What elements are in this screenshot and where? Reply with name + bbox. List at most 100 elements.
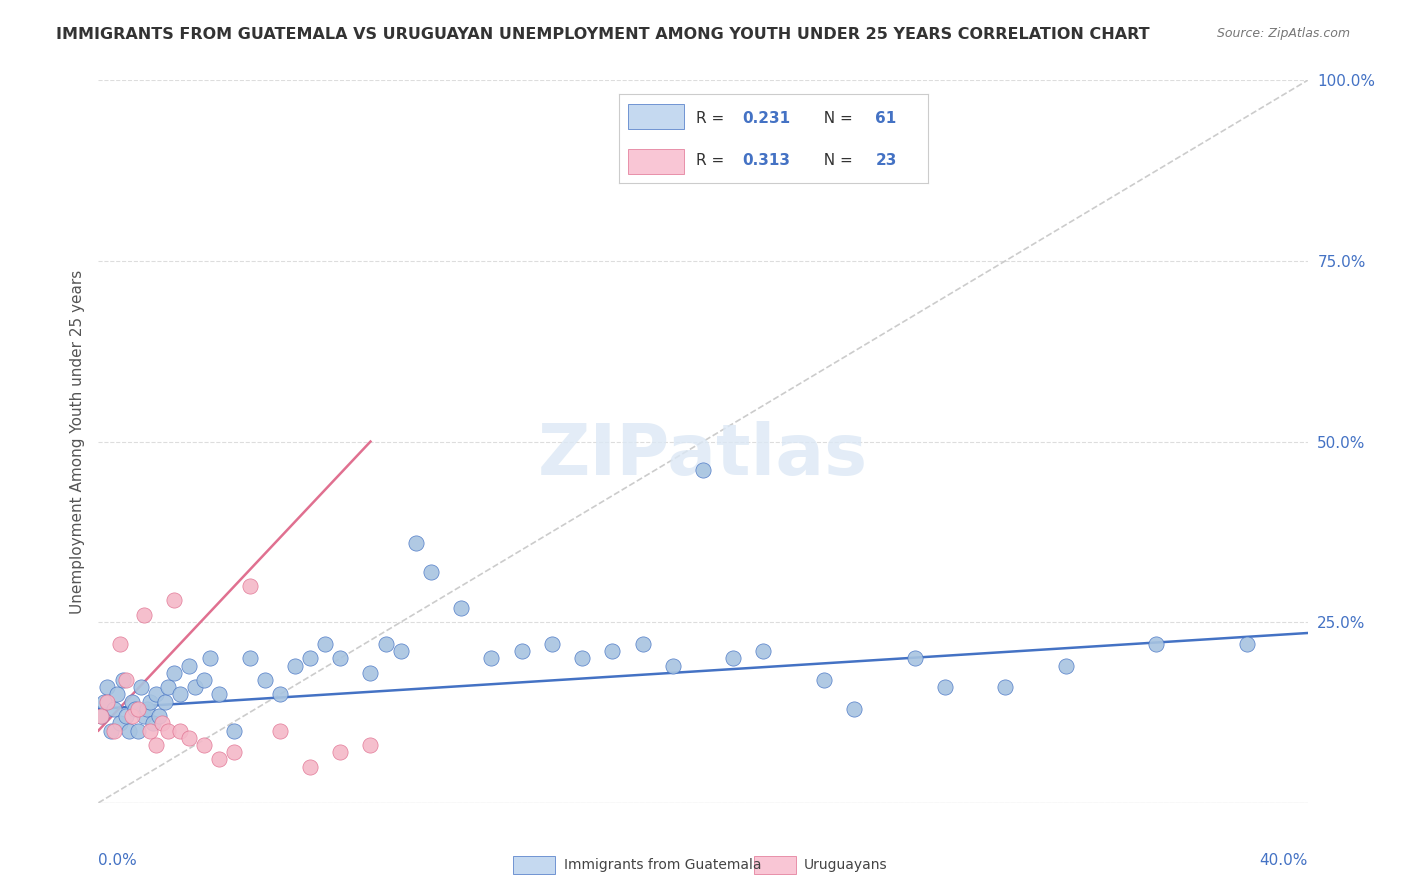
Point xyxy=(752,644,775,658)
Point xyxy=(360,738,382,752)
Point xyxy=(103,723,125,738)
Point xyxy=(103,702,125,716)
Point xyxy=(145,738,167,752)
Point xyxy=(813,673,835,687)
Point xyxy=(108,716,131,731)
Point xyxy=(420,565,443,579)
Point xyxy=(360,665,382,680)
Point xyxy=(571,651,593,665)
Point xyxy=(540,637,562,651)
Point xyxy=(142,716,165,731)
Point xyxy=(934,680,956,694)
Point xyxy=(661,658,683,673)
Point xyxy=(602,644,624,658)
Point xyxy=(90,709,112,723)
Point xyxy=(329,745,352,759)
Point xyxy=(96,695,118,709)
Point xyxy=(135,702,157,716)
Point xyxy=(163,665,186,680)
Point xyxy=(314,637,336,651)
Point xyxy=(114,709,136,723)
Point xyxy=(145,687,167,701)
Point xyxy=(224,723,246,738)
Point xyxy=(179,731,201,745)
Point xyxy=(253,673,276,687)
Point xyxy=(224,745,246,759)
Point xyxy=(1054,658,1077,673)
Point xyxy=(124,702,146,716)
Point xyxy=(129,680,152,694)
Point xyxy=(1236,637,1258,651)
Point xyxy=(200,651,222,665)
Point xyxy=(844,702,866,716)
Text: 0.0%: 0.0% xyxy=(98,854,138,869)
Point xyxy=(329,651,352,665)
Text: N =: N = xyxy=(814,112,858,126)
Text: 40.0%: 40.0% xyxy=(1260,854,1308,869)
Point xyxy=(153,695,176,709)
Text: Immigrants from Guatemala: Immigrants from Guatemala xyxy=(564,858,761,872)
Point xyxy=(108,637,131,651)
Point xyxy=(450,600,472,615)
Point xyxy=(389,644,412,658)
Point xyxy=(111,673,134,687)
Bar xyxy=(628,149,683,174)
Bar xyxy=(754,856,796,874)
Point xyxy=(193,673,215,687)
Point xyxy=(169,687,191,701)
Bar xyxy=(628,104,683,129)
Text: ZIPatlas: ZIPatlas xyxy=(538,422,868,491)
Point xyxy=(299,760,322,774)
Point xyxy=(481,651,503,665)
Point xyxy=(105,687,128,701)
Point xyxy=(723,651,745,665)
Point xyxy=(156,680,179,694)
Point xyxy=(208,687,231,701)
Text: 61: 61 xyxy=(876,112,897,126)
Point xyxy=(127,702,149,716)
Point xyxy=(100,723,122,738)
Y-axis label: Unemployment Among Youth under 25 years: Unemployment Among Youth under 25 years xyxy=(69,269,84,614)
Bar xyxy=(513,856,555,874)
Point xyxy=(114,673,136,687)
Point xyxy=(904,651,927,665)
Text: N =: N = xyxy=(814,153,858,168)
Point xyxy=(1144,637,1167,651)
Point xyxy=(239,651,262,665)
Point xyxy=(510,644,533,658)
Point xyxy=(132,607,155,622)
Text: Source: ZipAtlas.com: Source: ZipAtlas.com xyxy=(1216,27,1350,40)
Text: IMMIGRANTS FROM GUATEMALA VS URUGUAYAN UNEMPLOYMENT AMONG YOUTH UNDER 25 YEARS C: IMMIGRANTS FROM GUATEMALA VS URUGUAYAN U… xyxy=(56,27,1150,42)
Point xyxy=(269,687,291,701)
Point xyxy=(121,709,143,723)
Point xyxy=(631,637,654,651)
Point xyxy=(118,723,141,738)
Point xyxy=(121,695,143,709)
Point xyxy=(90,709,112,723)
Text: 23: 23 xyxy=(876,153,897,168)
Text: R =: R = xyxy=(696,112,730,126)
Text: 0.231: 0.231 xyxy=(742,112,790,126)
Point xyxy=(374,637,396,651)
Point xyxy=(96,680,118,694)
Point xyxy=(284,658,307,673)
Point xyxy=(150,716,173,731)
Text: 0.313: 0.313 xyxy=(742,153,790,168)
Point xyxy=(156,723,179,738)
Point xyxy=(692,463,714,477)
Point xyxy=(132,709,155,723)
Point xyxy=(299,651,322,665)
Text: Uruguayans: Uruguayans xyxy=(804,858,887,872)
Point xyxy=(127,723,149,738)
Point xyxy=(239,579,262,593)
Point xyxy=(193,738,215,752)
Point xyxy=(179,658,201,673)
Point xyxy=(93,695,115,709)
Point xyxy=(139,723,162,738)
Point xyxy=(208,752,231,766)
Text: R =: R = xyxy=(696,153,730,168)
Point xyxy=(269,723,291,738)
Point xyxy=(148,709,170,723)
Point xyxy=(169,723,191,738)
Point xyxy=(405,535,427,549)
